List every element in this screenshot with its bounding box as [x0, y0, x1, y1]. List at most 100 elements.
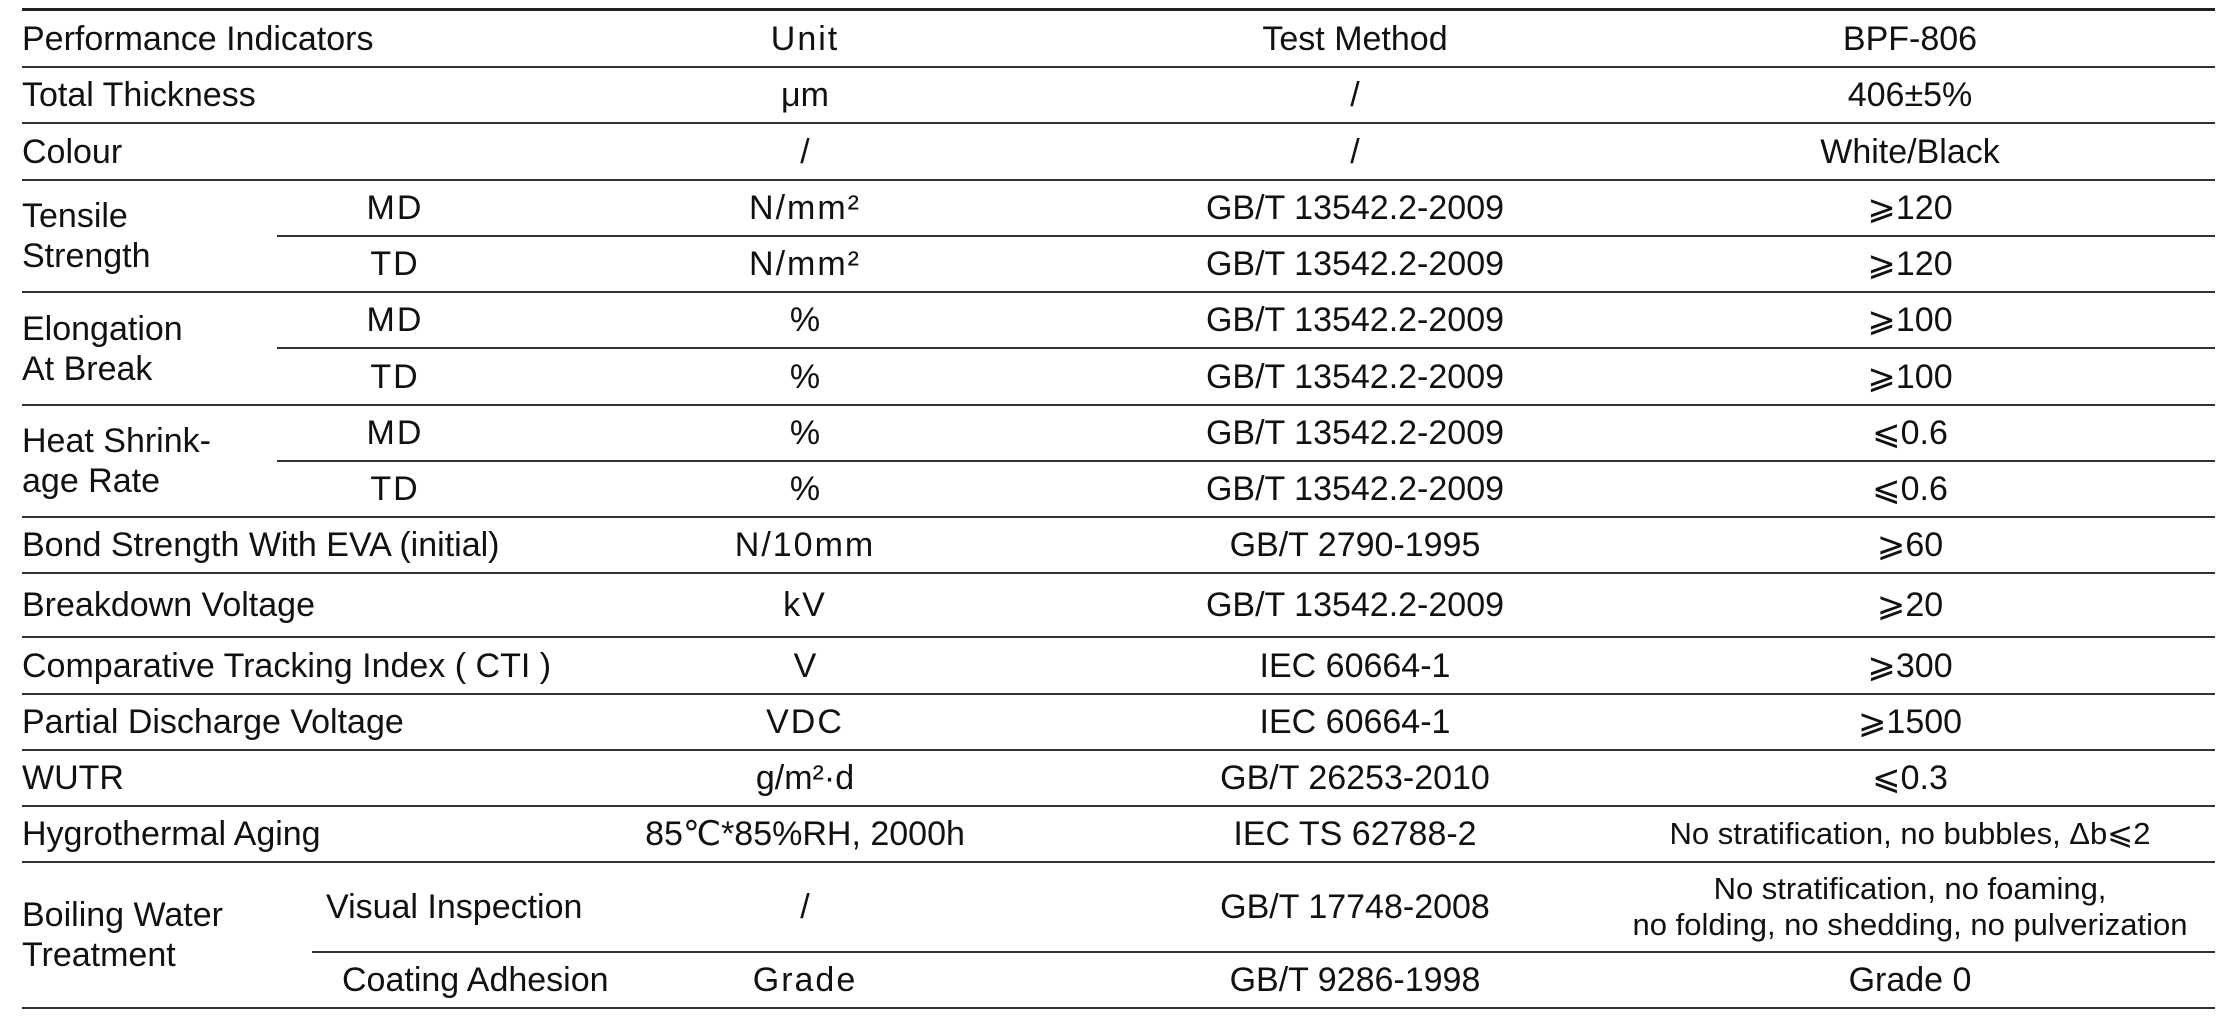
method-bond-strength: GB/T 2790-1995: [1229, 526, 1481, 564]
value-tensile-td: ⩾120: [1867, 245, 1953, 283]
method-coating-adhesion: GB/T 9286-1998: [1229, 961, 1481, 999]
visual-inspection-value-line-2: no folding, no shedding, no pulverizatio…: [1632, 907, 2188, 942]
direction-elongation-md: MD: [366, 301, 424, 339]
unit-breakdown-voltage: kV: [783, 586, 827, 624]
row-rule: [22, 66, 2215, 68]
row-rule: [22, 516, 2215, 518]
unit-hygrothermal-aging: 85℃*85%RH, 2000h: [645, 815, 965, 853]
method-hygrothermal-aging: IEC TS 62788-2: [1233, 815, 1477, 853]
tensile-strength-line-1: Tensile: [22, 197, 128, 235]
elongation-line-1: Elongation: [22, 309, 183, 348]
direction-tensile-md: MD: [366, 189, 424, 227]
heat-shrinkage-line-1: Heat Shrink-: [22, 422, 211, 460]
unit-heat-shrinkage-td: %: [789, 470, 821, 508]
method-total-thickness: /: [1350, 76, 1360, 114]
unit-coating-adhesion: Grade: [752, 961, 858, 999]
row-label-total-thickness: Total Thickness: [22, 76, 256, 114]
row-rule: [22, 749, 2215, 751]
method-heat-shrinkage-md: GB/T 13542.2-2009: [1205, 414, 1505, 452]
value-breakdown-voltage: ⩾20: [1876, 586, 1944, 624]
direction-tensile-td: TD: [370, 245, 420, 283]
unit-elongation-md: %: [789, 301, 821, 339]
heat-shrinkage-line-2: age Rate: [22, 462, 160, 500]
row-label-bond-strength: Bond Strength With EVA (initial): [22, 526, 500, 564]
value-visual-inspection: No stratification, no foaming, no foldin…: [1600, 863, 2220, 951]
row-rule: [22, 179, 2215, 181]
row-label-boiling-water-treatment: Boiling Water Treatment: [22, 863, 312, 1007]
direction-elongation-td: TD: [370, 357, 420, 396]
value-partial-discharge-voltage: ⩾1500: [1857, 703, 1963, 741]
sub-label-coating-adhesion: Coating Adhesion: [342, 961, 609, 999]
unit-elongation-td: %: [789, 357, 821, 396]
method-breakdown-voltage: GB/T 13542.2-2009: [1205, 586, 1505, 624]
boiling-water-line-2: Treatment: [22, 936, 176, 974]
row-label-heat-shrinkage-rate: Heat Shrink- age Rate: [22, 406, 272, 516]
row-rule: [277, 235, 2215, 237]
row-rule: [22, 636, 2215, 638]
unit-cti: V: [793, 646, 817, 685]
visual-inspection-value-line-1: No stratification, no foaming,: [1713, 871, 2107, 906]
row-rule: [22, 861, 2215, 863]
value-heat-shrinkage-md: ⩽0.6: [1872, 414, 1948, 452]
value-hygrothermal-aging: No stratification, no bubbles, Δb⩽2: [1669, 816, 2151, 851]
method-elongation-md: GB/T 13542.2-2009: [1205, 301, 1505, 339]
row-rule: [22, 404, 2215, 406]
row-label-cti: Comparative Tracking Index ( CTI ): [22, 646, 552, 685]
method-tensile-td: GB/T 13542.2-2009: [1205, 245, 1505, 283]
method-partial-discharge-voltage: IEC 60664-1: [1259, 703, 1451, 741]
method-tensile-md: GB/T 13542.2-2009: [1205, 189, 1505, 227]
method-wutr: GB/T 26253-2010: [1220, 759, 1490, 797]
row-rule: [22, 122, 2215, 124]
table-top-rule: [22, 8, 2215, 11]
method-colour: /: [1350, 132, 1360, 171]
unit-total-thickness: μm: [781, 76, 829, 114]
table-bottom-rule: [22, 1007, 2215, 1009]
unit-colour: /: [800, 132, 810, 171]
value-cti: ⩾300: [1867, 646, 1953, 685]
row-label-wutr: WUTR: [22, 759, 124, 797]
unit-wutr: g/m²·d: [755, 759, 855, 797]
unit-tensile-td: N/mm²: [749, 245, 861, 283]
value-coating-adhesion: Grade 0: [1848, 961, 1972, 999]
row-rule: [277, 460, 2215, 462]
row-label-hygrothermal-aging: Hygrothermal Aging: [22, 815, 321, 853]
direction-heat-shrinkage-td: TD: [370, 470, 420, 508]
row-label-tensile-strength: Tensile Strength: [22, 181, 272, 291]
row-rule: [22, 572, 2215, 574]
unit-heat-shrinkage-md: %: [789, 414, 821, 452]
row-label-breakdown-voltage: Breakdown Voltage: [22, 586, 315, 624]
value-total-thickness: 406±5%: [1847, 76, 1973, 114]
value-colour: White/Black: [1820, 132, 2000, 171]
unit-visual-inspection: /: [800, 888, 810, 926]
unit-partial-discharge-voltage: VDC: [766, 703, 844, 741]
unit-bond-strength: N/10mm: [734, 526, 876, 564]
value-elongation-td: ⩾100: [1867, 357, 1953, 396]
method-visual-inspection: GB/T 17748-2008: [1220, 888, 1490, 926]
row-rule: [22, 291, 2215, 293]
sub-label-visual-inspection: Visual Inspection: [326, 888, 583, 926]
value-bond-strength: ⩾60: [1876, 526, 1944, 564]
direction-heat-shrinkage-md: MD: [366, 414, 424, 452]
value-heat-shrinkage-td: ⩽0.6: [1872, 470, 1948, 508]
row-label-colour: Colour: [22, 132, 123, 171]
row-label-partial-discharge-voltage: Partial Discharge Voltage: [22, 703, 404, 741]
row-rule: [277, 347, 2215, 349]
header-product: BPF-806: [1842, 20, 1978, 58]
row-rule: [22, 693, 2215, 695]
tensile-strength-line-2: Strength: [22, 237, 151, 275]
header-test-method: Test Method: [1262, 20, 1448, 58]
elongation-line-2: At Break: [22, 349, 153, 388]
row-label-elongation-at-break: Elongation At Break: [22, 293, 272, 404]
method-cti: IEC 60664-1: [1259, 646, 1451, 685]
row-rule: [22, 805, 2215, 807]
value-elongation-md: ⩾100: [1867, 301, 1953, 339]
row-rule: [312, 951, 2215, 953]
unit-tensile-md: N/mm²: [749, 189, 861, 227]
method-elongation-td: GB/T 13542.2-2009: [1205, 357, 1505, 396]
method-heat-shrinkage-td: GB/T 13542.2-2009: [1205, 470, 1505, 508]
value-wutr: ⩽0.3: [1872, 759, 1948, 797]
header-performance-indicators: Performance Indicators: [22, 20, 374, 58]
value-tensile-md: ⩾120: [1867, 189, 1953, 227]
boiling-water-line-1: Boiling Water: [22, 896, 223, 934]
